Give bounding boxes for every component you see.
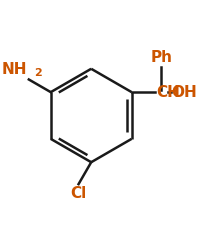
Text: Ph: Ph (150, 50, 172, 65)
Text: Cl: Cl (70, 186, 87, 201)
Text: 2: 2 (34, 68, 41, 78)
Text: CH: CH (156, 85, 180, 100)
Text: OH: OH (171, 85, 197, 100)
Text: NH: NH (1, 62, 27, 76)
